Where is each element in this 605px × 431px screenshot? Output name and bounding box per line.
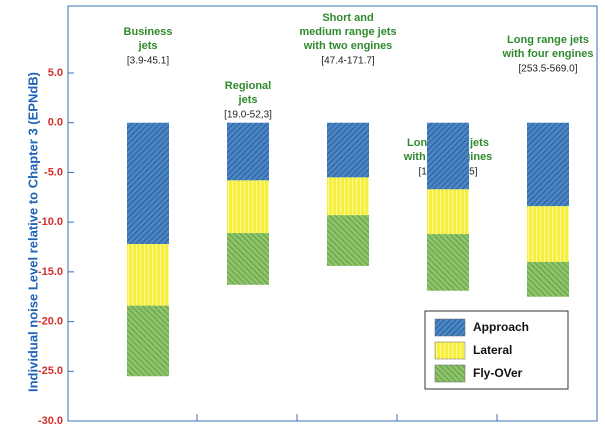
bar-segment [427,189,469,235]
y-tick-label: -5.0 [44,166,63,178]
legend-swatch [434,364,466,383]
legend-label: Fly-OVer [473,366,523,380]
bottom-ticks [196,414,498,421]
category-label: with two engines [303,40,393,52]
bar-segment [427,234,469,291]
category-label: with four engines [501,48,593,60]
bar-segment [127,244,169,306]
legend-swatch [434,318,466,337]
category-label: Business [124,26,173,38]
category-label: Long range jets [507,34,589,46]
plot-frame [67,5,598,422]
bar-segment [227,233,269,285]
bar-segment [227,122,269,181]
legend-label: Approach [473,320,529,334]
bar-segment [327,215,369,266]
category-label: Short and [322,12,373,24]
range-label: [47.4-171.7] [321,56,375,67]
bar-segment [327,122,369,178]
category-label: jets [138,40,158,52]
bar-segment [527,261,569,297]
y-axis-label: Individual noise Level relative to Chapt… [25,72,40,392]
y-tick-label: -25.0 [38,365,63,377]
range-label: [253.5-569.0] [519,64,578,75]
range-label: [3.9-45.1] [127,56,169,67]
y-tick-label: -20.0 [38,315,63,327]
bar-segment [327,177,369,216]
bar-segment [427,122,469,190]
bar-segment [127,122,169,245]
y-tick-label: -15.0 [38,266,63,278]
legend-swatch [434,341,466,360]
bar-segment [127,305,169,377]
bar-segment [527,206,569,262]
legend-label: Lateral [473,343,512,357]
y-tick-label: -10.0 [38,216,63,228]
category-label: Regional [225,80,271,92]
range-label: [19.0-52,3] [224,110,272,121]
category-label: medium range jets [299,26,396,38]
y-tick-label: 5.0 [48,67,63,79]
bar-segment [227,180,269,234]
y-tick-label: -30.0 [38,415,63,427]
y-tick-label: 0.0 [48,117,63,129]
bar-segment [527,122,569,207]
category-label: jets [238,94,258,106]
